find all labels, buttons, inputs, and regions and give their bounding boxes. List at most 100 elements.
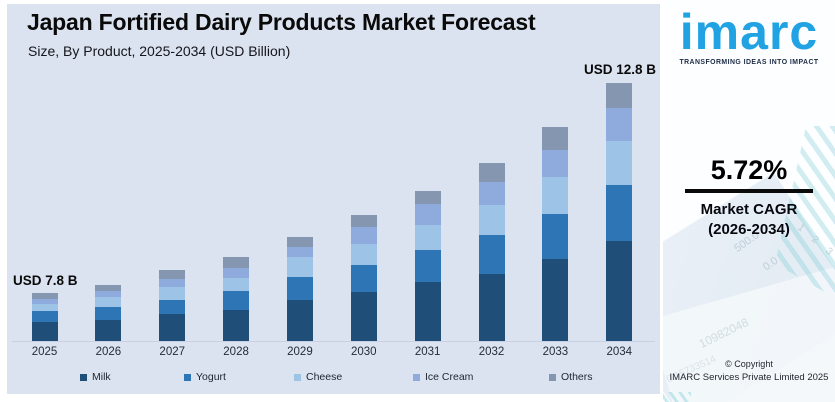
bar-segment-ice-cream-2028 (223, 268, 250, 278)
bar-segment-cheese-2030 (350, 244, 377, 265)
bar-2028 (223, 257, 250, 341)
copyright-line: © Copyright (725, 359, 773, 369)
x-axis-line (12, 341, 655, 342)
legend-swatch-others (549, 373, 556, 381)
chart-title: Japan Fortified Dairy Products Market Fo… (27, 9, 536, 35)
legend-item-milk: Milk (80, 371, 111, 383)
background-number: 0.0 (760, 254, 781, 274)
bar-segment-milk-2027 (159, 314, 186, 341)
background-number: 10982048 (696, 315, 751, 351)
legend-item-ice-cream: Ice Cream (413, 371, 473, 383)
bar-segment-cheese-2033 (542, 177, 569, 214)
legend-label-ice-cream: Ice Cream (425, 371, 474, 383)
bar-segment-milk-2031 (414, 282, 441, 341)
bar-segment-others-2027 (159, 270, 186, 279)
bar-segment-cheese-2028 (223, 278, 250, 291)
bar-segment-ice-cream-2030 (350, 227, 377, 244)
bar-segment-cheese-2026 (95, 297, 122, 307)
legend-swatch-milk (80, 373, 87, 381)
bar-segment-others-2034 (606, 83, 633, 108)
bar-segment-milk-2030 (350, 292, 377, 341)
bar-segment-yogurt-2028 (223, 291, 250, 310)
bar-segment-cheese-2032 (478, 205, 505, 235)
legend-item-yogurt: Yogurt (184, 371, 226, 383)
legend-swatch-yogurt (184, 373, 191, 381)
legend-item-cheese: Cheese (294, 371, 342, 383)
legend-swatch-cheese (294, 373, 301, 381)
bar-segment-yogurt-2032 (478, 235, 505, 274)
bar-segment-ice-cream-2025 (31, 299, 58, 304)
bar-segment-others-2033 (542, 127, 569, 150)
x-axis-label-2034: 2034 (606, 346, 633, 358)
bar-segment-yogurt-2031 (414, 250, 441, 282)
end-value-label: USD 12.8 B (584, 62, 657, 77)
bar-segment-cheese-2034 (606, 141, 633, 185)
imarc-logo-wordmark: imarc (679, 4, 819, 60)
bar-segment-milk-2033 (542, 259, 569, 341)
bar-segment-milk-2032 (478, 274, 505, 341)
bar-segment-cheese-2029 (286, 257, 313, 277)
bar-2026 (95, 285, 122, 341)
bar-2032 (478, 163, 505, 341)
bar-segment-milk-2034 (606, 241, 633, 341)
legend-label-milk: Milk (92, 371, 111, 383)
x-axis-label-2033: 2033 (542, 346, 569, 358)
legend-swatch-ice-cream (413, 373, 420, 381)
bar-segment-ice-cream-2026 (95, 291, 122, 297)
bar-segment-yogurt-2030 (350, 265, 377, 292)
bar-segment-others-2028 (223, 257, 250, 268)
bar-segment-yogurt-2034 (606, 185, 633, 241)
copyright-line: IMARC Services Private Limited 2025 (669, 371, 829, 383)
bar-segment-others-2030 (350, 215, 377, 227)
legend-item-others: Others (549, 371, 593, 383)
legend-label-others: Others (561, 371, 593, 383)
cagr-label: Market CAGR (700, 201, 798, 218)
bar-segment-cheese-2031 (414, 225, 441, 250)
bar-2031 (414, 191, 441, 341)
bar-segment-ice-cream-2031 (414, 204, 441, 225)
x-axis-label-2027: 2027 (159, 346, 186, 358)
bar-segment-cheese-2025 (31, 304, 58, 311)
bar-segment-others-2032 (478, 163, 505, 182)
x-axis-label-2026: 2026 (95, 346, 122, 358)
imarc-logo: imarc TRANSFORMING IDEAS INTO IMPACT (663, 6, 835, 66)
x-axis-label-2025: 2025 (31, 346, 58, 358)
x-axis-label-2032: 2032 (478, 346, 505, 358)
bar-segment-ice-cream-2032 (478, 182, 505, 205)
bar-2027 (159, 270, 186, 341)
bar-segment-ice-cream-2029 (286, 247, 313, 257)
x-axis-label-2028: 2028 (223, 346, 249, 358)
legend-label-yogurt: Yogurt (196, 371, 226, 383)
chart-subtitle: Size, By Product, 2025-2034 (USD Billion… (28, 43, 291, 59)
start-value-label: USD 7.8 B (13, 273, 78, 288)
bar-segment-yogurt-2027 (159, 300, 186, 314)
bar-segment-ice-cream-2033 (542, 150, 569, 177)
cagr-value: 5.72% (710, 155, 788, 185)
bar-segment-milk-2028 (223, 310, 250, 341)
bar-segment-milk-2026 (95, 320, 122, 341)
bar-segment-yogurt-2033 (542, 214, 569, 259)
legend-label-cheese: Cheese (306, 371, 343, 383)
bar-segment-milk-2029 (286, 300, 313, 341)
bar-segment-milk-2025 (31, 322, 58, 341)
bar-2033 (542, 127, 569, 341)
bar-segment-yogurt-2025 (31, 311, 58, 322)
bar-2030 (350, 215, 377, 341)
cagr-period: (2026-2034) (708, 221, 790, 238)
x-axis-label-2031: 2031 (414, 346, 441, 358)
bar-2025 (31, 293, 58, 341)
bar-2034 (606, 83, 633, 341)
bar-segment-yogurt-2029 (286, 277, 313, 300)
bar-segment-cheese-2027 (159, 287, 186, 300)
cagr-underline (685, 189, 813, 193)
x-axis-label-2030: 2030 (351, 346, 377, 358)
bar-segment-others-2031 (414, 191, 441, 204)
x-axis-label-2029: 2029 (287, 346, 313, 358)
bar-segment-ice-cream-2034 (606, 108, 633, 141)
bar-segment-others-2026 (95, 285, 122, 291)
background-chart-stripes (663, 392, 691, 402)
bar-segment-yogurt-2026 (95, 307, 122, 320)
bar-segment-others-2029 (286, 237, 313, 247)
copyright: © Copyright IMARC Services Private Limit… (663, 358, 835, 384)
